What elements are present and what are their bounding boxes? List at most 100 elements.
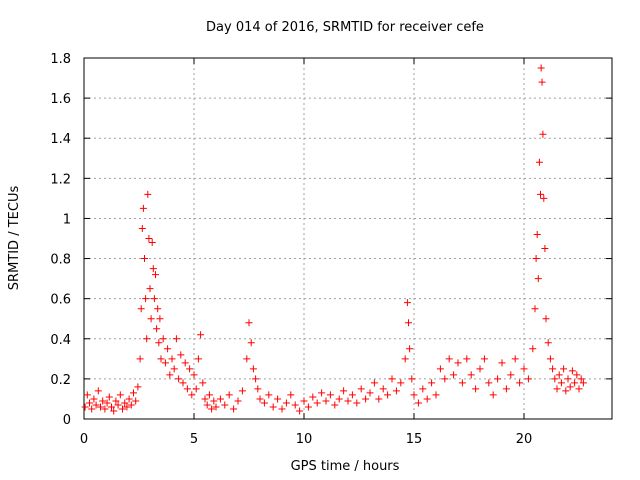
data-point bbox=[99, 397, 107, 405]
data-point bbox=[172, 335, 180, 343]
data-point bbox=[269, 403, 277, 411]
data-point bbox=[494, 375, 502, 383]
data-point bbox=[154, 305, 162, 313]
data-point bbox=[143, 335, 151, 343]
data-point bbox=[146, 285, 154, 293]
data-point bbox=[392, 387, 400, 395]
data-point bbox=[445, 355, 453, 363]
data-point bbox=[388, 375, 396, 383]
data-point bbox=[265, 391, 273, 399]
grid-lines bbox=[84, 58, 612, 419]
data-point bbox=[203, 401, 211, 409]
data-point bbox=[123, 403, 131, 411]
data-point bbox=[428, 379, 436, 387]
data-point bbox=[534, 275, 542, 283]
data-point bbox=[304, 403, 312, 411]
data-point bbox=[170, 365, 178, 373]
data-point bbox=[136, 355, 144, 363]
y-tick-label: 0.4 bbox=[50, 333, 71, 348]
data-point bbox=[205, 391, 213, 399]
data-point bbox=[208, 405, 216, 413]
data-point bbox=[476, 365, 484, 373]
data-point bbox=[127, 401, 135, 409]
data-point bbox=[256, 395, 264, 403]
data-point bbox=[88, 405, 96, 413]
data-point bbox=[83, 391, 91, 399]
data-point bbox=[247, 339, 255, 347]
data-point bbox=[340, 387, 348, 395]
y-tick-label: 0.2 bbox=[50, 373, 71, 388]
data-point bbox=[335, 395, 343, 403]
data-point bbox=[94, 387, 102, 395]
data-point bbox=[138, 224, 146, 232]
x-tick-label: 20 bbox=[516, 432, 533, 447]
y-tick-label: 1 bbox=[63, 212, 71, 227]
data-point bbox=[516, 379, 524, 387]
data-point bbox=[322, 397, 330, 405]
data-point bbox=[110, 407, 118, 415]
data-point bbox=[212, 403, 220, 411]
data-point bbox=[379, 385, 387, 393]
data-point bbox=[112, 397, 120, 405]
data-point bbox=[194, 355, 202, 363]
data-point bbox=[331, 401, 339, 409]
data-points bbox=[81, 64, 587, 415]
data-point bbox=[366, 389, 374, 397]
data-point bbox=[524, 375, 532, 383]
data-point bbox=[177, 351, 185, 359]
data-point bbox=[564, 375, 572, 383]
data-point bbox=[502, 385, 510, 393]
data-point bbox=[116, 391, 124, 399]
data-point bbox=[101, 405, 109, 413]
data-point bbox=[105, 393, 113, 401]
data-point bbox=[568, 367, 576, 375]
data-point bbox=[141, 255, 148, 263]
data-point bbox=[529, 345, 537, 353]
data-point bbox=[145, 235, 153, 242]
y-tick-label: 1.6 bbox=[50, 92, 71, 107]
data-point bbox=[450, 371, 458, 379]
data-point bbox=[300, 397, 308, 405]
chart-title: Day 014 of 2016, SRMTID for receiver cef… bbox=[206, 20, 484, 35]
data-point bbox=[542, 315, 550, 323]
data-point bbox=[243, 355, 251, 363]
data-point bbox=[507, 371, 515, 379]
data-point bbox=[81, 403, 89, 411]
data-point bbox=[441, 375, 449, 383]
data-point bbox=[436, 365, 444, 373]
data-point bbox=[397, 379, 405, 387]
data-point bbox=[121, 399, 129, 407]
data-point bbox=[577, 375, 585, 383]
data-point bbox=[557, 379, 565, 387]
data-point bbox=[149, 265, 157, 273]
data-point bbox=[249, 365, 257, 373]
data-point bbox=[480, 355, 488, 363]
data-point bbox=[252, 375, 260, 383]
data-point bbox=[296, 407, 304, 415]
data-point bbox=[125, 395, 133, 403]
data-point bbox=[538, 78, 546, 86]
data-point bbox=[463, 355, 471, 363]
data-point bbox=[86, 399, 93, 407]
data-point bbox=[114, 401, 122, 409]
x-axis-label: GPS time / hours bbox=[291, 459, 400, 474]
data-point bbox=[410, 391, 418, 399]
data-point bbox=[458, 379, 466, 387]
data-point bbox=[245, 319, 253, 327]
data-point bbox=[562, 387, 570, 395]
data-point bbox=[432, 391, 440, 399]
x-tick-label: 10 bbox=[296, 432, 313, 447]
data-point bbox=[539, 130, 547, 138]
x-tick-label: 0 bbox=[80, 432, 88, 447]
data-point bbox=[137, 305, 145, 313]
data-point bbox=[566, 383, 574, 391]
data-point bbox=[161, 359, 169, 367]
data-point bbox=[423, 395, 431, 403]
data-point bbox=[489, 391, 497, 399]
data-point bbox=[260, 399, 268, 407]
data-point bbox=[92, 401, 100, 409]
data-point bbox=[199, 379, 207, 387]
data-point bbox=[156, 315, 164, 323]
data-point bbox=[278, 405, 286, 413]
data-point bbox=[183, 385, 191, 393]
